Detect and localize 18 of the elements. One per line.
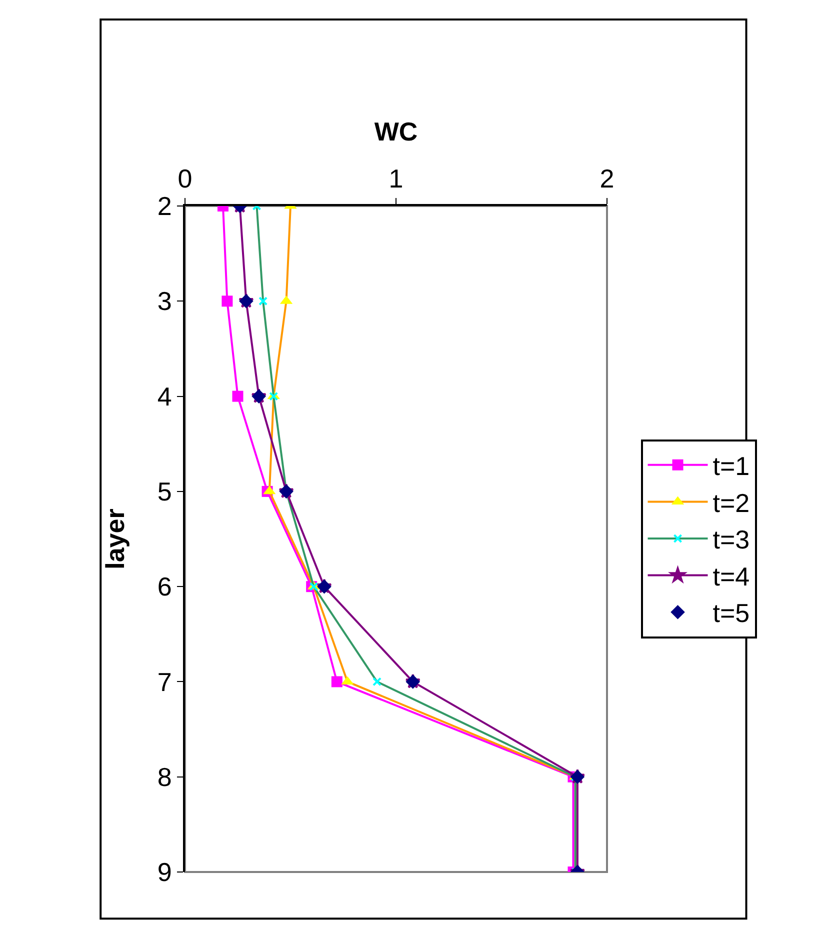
y-tick-label: 9 [157, 857, 172, 888]
y-tick-label: 3 [157, 286, 172, 316]
y-tick-label: 4 [157, 381, 172, 412]
x-axis-title: WC [374, 116, 418, 146]
legend-label: t=3 [712, 524, 750, 555]
y-tick-label: 2 [157, 191, 172, 222]
x-tick-label: 1 [388, 164, 404, 194]
y-axis-title: layer [100, 508, 130, 570]
y-tick-label: 6 [157, 572, 172, 602]
legend-label: t=5 [712, 598, 750, 628]
y-tick-label: 8 [157, 762, 172, 792]
x-tick-label: 0 [178, 164, 192, 194]
legend-label: t=2 [712, 488, 750, 518]
x-tick-label: 2 [600, 164, 614, 194]
y-tick-label: 7 [157, 666, 172, 697]
y-tick-label: 5 [157, 476, 172, 507]
legend-label: t=1 [712, 451, 750, 482]
legend-label: t=4 [712, 561, 750, 592]
